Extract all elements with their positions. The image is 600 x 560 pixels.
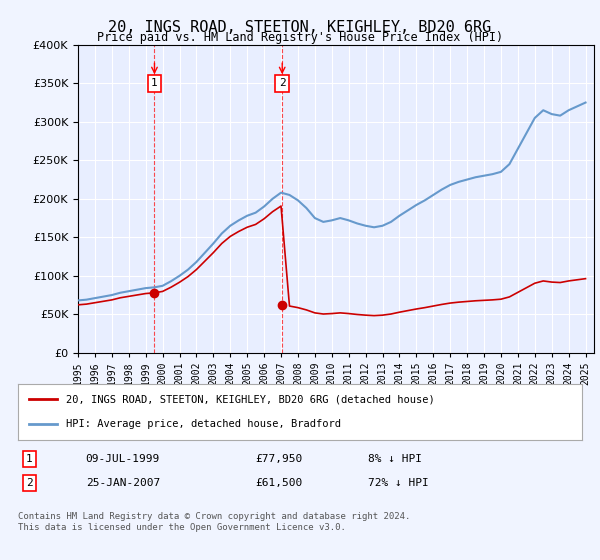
Text: 8% ↓ HPI: 8% ↓ HPI — [368, 454, 422, 464]
Text: Contains HM Land Registry data © Crown copyright and database right 2024.
This d: Contains HM Land Registry data © Crown c… — [18, 512, 410, 532]
Text: 2: 2 — [279, 78, 286, 88]
Text: Price paid vs. HM Land Registry's House Price Index (HPI): Price paid vs. HM Land Registry's House … — [97, 31, 503, 44]
Text: £77,950: £77,950 — [255, 454, 302, 464]
Text: 09-JUL-1999: 09-JUL-1999 — [86, 454, 160, 464]
Text: 20, INGS ROAD, STEETON, KEIGHLEY, BD20 6RG: 20, INGS ROAD, STEETON, KEIGHLEY, BD20 6… — [109, 20, 491, 35]
Text: £61,500: £61,500 — [255, 478, 302, 488]
Text: 1: 1 — [26, 454, 32, 464]
Text: 20, INGS ROAD, STEETON, KEIGHLEY, BD20 6RG (detached house): 20, INGS ROAD, STEETON, KEIGHLEY, BD20 6… — [66, 394, 434, 404]
Text: 72% ↓ HPI: 72% ↓ HPI — [368, 478, 428, 488]
Text: 2: 2 — [26, 478, 32, 488]
Text: HPI: Average price, detached house, Bradford: HPI: Average price, detached house, Brad… — [66, 419, 341, 429]
Text: 1: 1 — [151, 78, 158, 88]
Text: 25-JAN-2007: 25-JAN-2007 — [86, 478, 160, 488]
